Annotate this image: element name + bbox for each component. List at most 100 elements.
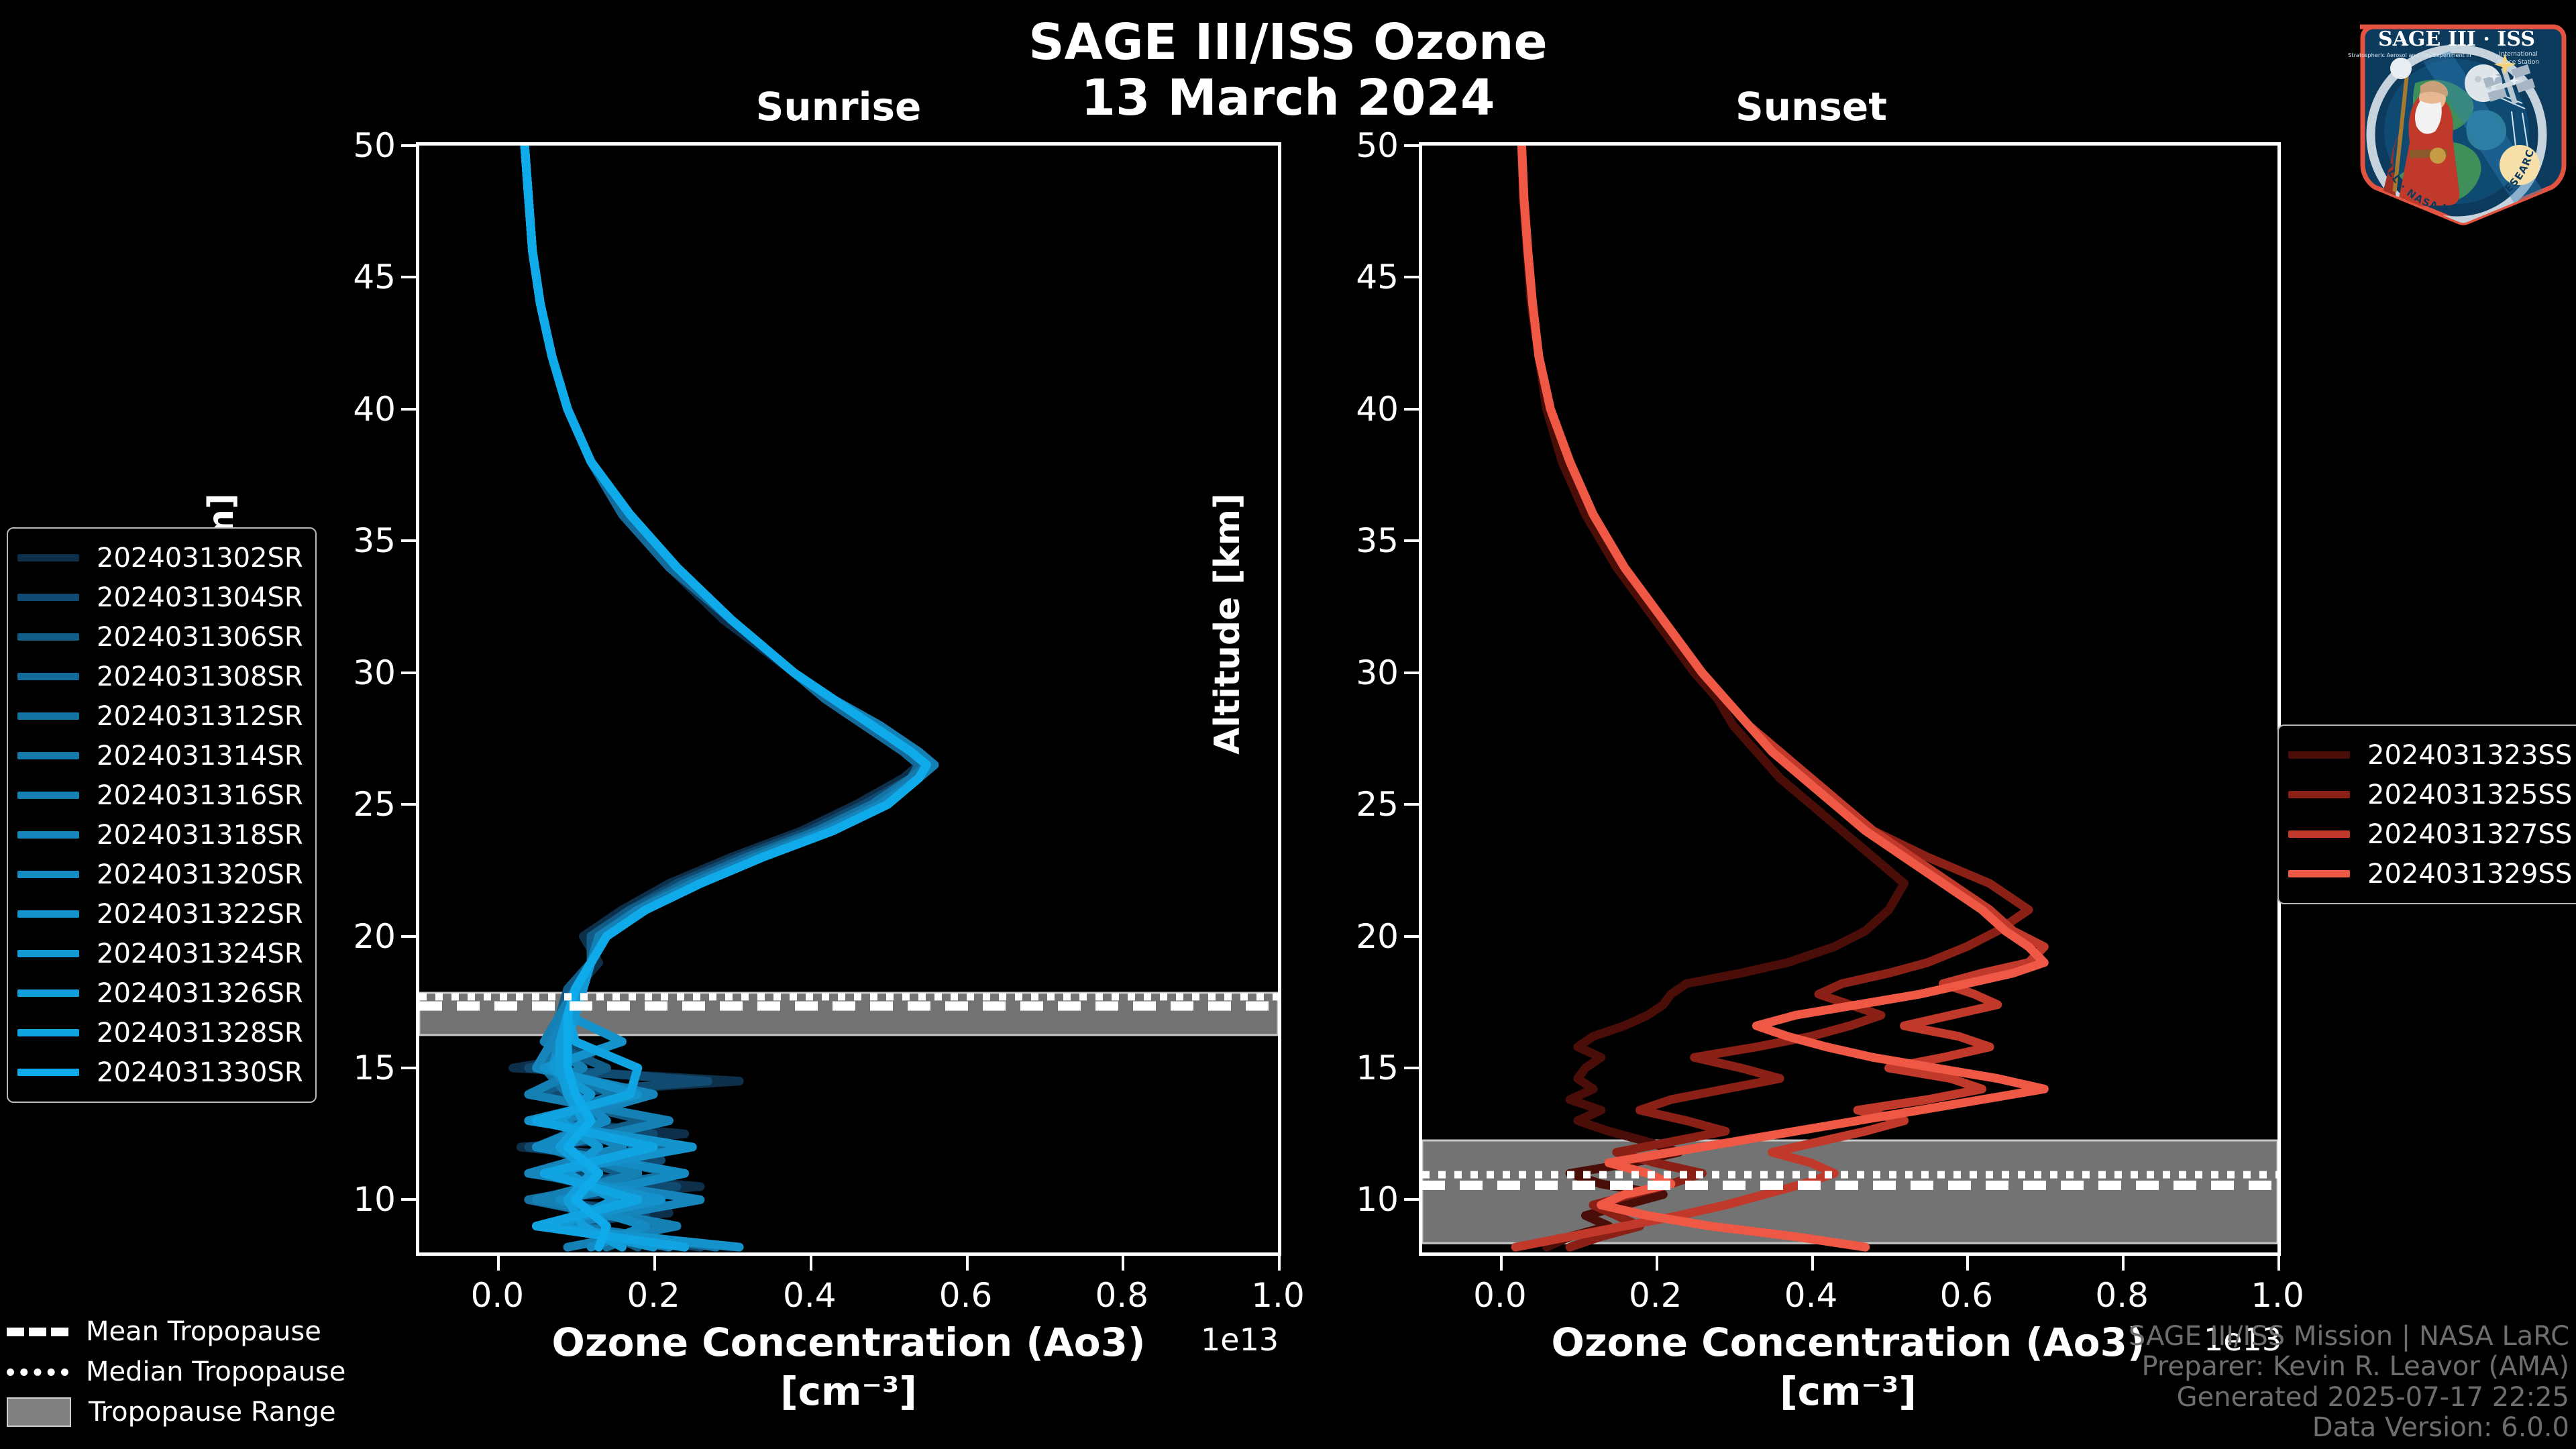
legend-color-swatch xyxy=(17,594,79,601)
plot-area-sunrise[interactable] xyxy=(416,142,1281,1256)
x-tick-label: 0.8 xyxy=(2095,1276,2149,1315)
legend-item[interactable]: 2024031308SR xyxy=(17,657,303,696)
legend-color-swatch xyxy=(17,950,79,957)
y-tick-mark xyxy=(401,144,416,147)
panel-title-sunset: Sunset xyxy=(1735,84,1887,129)
legend-tropopause[interactable]: Mean Tropopause Median Tropopause Tropopau… xyxy=(7,1311,345,1432)
legend-item[interactable]: 2024031304SR xyxy=(17,578,303,617)
legend-sunset[interactable]: 2024031323SS 2024031325SS 2024031327SS 2024… xyxy=(2277,724,2576,904)
legend-item[interactable]: 2024031318SR xyxy=(17,815,303,855)
sunrise-profile-svg xyxy=(419,146,1278,1252)
y-tick-mark xyxy=(401,276,416,279)
legend-color-swatch xyxy=(17,712,79,720)
legend-color-swatch xyxy=(2288,751,2350,759)
page-title: SAGE III/ISS Ozone 13 March 2024 xyxy=(0,15,2576,126)
x-tick-mark xyxy=(497,1256,500,1271)
x-tick-label: 1.0 xyxy=(2251,1276,2304,1315)
legend-item-label: 2024031302SR xyxy=(97,542,303,574)
y-axis-label-sunset: Altitude [km] xyxy=(1093,493,1362,755)
legend-color-swatch xyxy=(2288,830,2350,838)
y-tick-mark xyxy=(1404,1067,1419,1069)
legend-item-label: 2024031327SS xyxy=(2367,818,2573,850)
legend-item[interactable]: 2024031328SR xyxy=(17,1013,303,1053)
legend-item[interactable]: 2024031320SR xyxy=(17,855,303,894)
y-tick-mark xyxy=(1404,1198,1419,1201)
legend-item[interactable]: 2024031330SR xyxy=(17,1053,303,1092)
legend-color-swatch xyxy=(17,831,79,839)
x-tick-label: 0.6 xyxy=(938,1276,993,1315)
y-tick-mark xyxy=(1404,671,1419,674)
x-tick-label: 0.2 xyxy=(1628,1276,1682,1315)
y-tick-label: 20 xyxy=(1356,916,1399,956)
profile-line xyxy=(1517,146,2049,1252)
y-tick-label: 20 xyxy=(353,916,396,956)
credits-block: SAGE III/ISS Mission | NASA LaRC Prepare… xyxy=(2129,1321,2569,1444)
y-axis-label-sunset-text: Altitude [km] xyxy=(1208,493,1248,755)
logo-sun xyxy=(2500,145,2540,185)
x-axis-title-sunrise: Ozone Concentration (Ao3) [cm⁻³] xyxy=(416,1318,1281,1415)
y-tick-label: 40 xyxy=(1356,389,1399,429)
legend-item-label: Tropopause Range xyxy=(89,1397,336,1428)
x-axis-title-sunset-main: Ozone Concentration (Ao3) xyxy=(1551,1320,2145,1365)
legend-item[interactable]: Mean Tropopause xyxy=(7,1311,345,1352)
y-tick-label: 15 xyxy=(1356,1049,1399,1087)
y-tick-mark xyxy=(401,671,416,674)
y-tick-mark xyxy=(401,803,416,806)
legend-color-swatch xyxy=(2288,870,2350,877)
y-tick-label: 35 xyxy=(353,521,396,561)
x-tick-mark xyxy=(809,1256,812,1271)
legend-item[interactable]: Tropopause Range xyxy=(7,1392,345,1432)
x-axis-title-sunrise-main: Ozone Concentration (Ao3) xyxy=(551,1320,1146,1365)
plot-area-sunset[interactable] xyxy=(1419,142,2281,1256)
title-line-1: SAGE III/ISS Ozone xyxy=(1028,13,1548,71)
legend-item[interactable]: 2024031327SS xyxy=(2288,814,2572,854)
legend-item[interactable]: 2024031323SS xyxy=(2288,735,2572,775)
x-axis-offset-sunrise: 1e13 xyxy=(1201,1322,1279,1358)
legend-color-swatch xyxy=(2288,791,2350,798)
legend-item[interactable]: 2024031302SR xyxy=(17,538,303,578)
legend-item[interactable]: 2024031324SR xyxy=(17,934,303,973)
legend-item-label: 2024031306SR xyxy=(97,621,303,653)
x-tick-label: 0.4 xyxy=(783,1276,837,1315)
legend-item-label: 2024031326SR xyxy=(97,977,303,1009)
x-tick-mark xyxy=(653,1256,657,1271)
x-tick-mark xyxy=(2277,1256,2280,1271)
x-tick-label: 0.0 xyxy=(1473,1276,1527,1315)
legend-item[interactable]: 2024031325SS xyxy=(2288,775,2572,814)
y-tick-label: 50 xyxy=(1356,126,1399,165)
credits-line-2: Preparer: Kevin R. Leavor (AMA) xyxy=(2141,1351,2569,1383)
profile-line xyxy=(1517,146,1909,1252)
legend-item[interactable]: 2024031322SR xyxy=(17,894,303,934)
x-axis-title-sunset: Ozone Concentration (Ao3) [cm⁻³] xyxy=(1415,1318,2281,1415)
legend-item-label: 2024031329SS xyxy=(2367,858,2573,890)
legend-color-swatch xyxy=(17,989,79,997)
legend-dotted-marker xyxy=(7,1368,68,1376)
legend-item[interactable]: 2024031312SR xyxy=(17,696,303,736)
logo-subtitle-right-1: International xyxy=(2499,51,2537,58)
legend-item[interactable]: 2024031316SR xyxy=(17,775,303,815)
legend-item[interactable]: 2024031326SR xyxy=(17,973,303,1013)
legend-color-swatch xyxy=(17,752,79,759)
y-tick-label: 40 xyxy=(353,389,396,429)
legend-item-label: 2024031330SR xyxy=(97,1057,303,1088)
legend-item[interactable]: 2024031306SR xyxy=(17,617,303,657)
y-tick-label: 15 xyxy=(353,1049,396,1087)
legend-item[interactable]: Median Tropopause xyxy=(7,1352,345,1392)
x-tick-mark xyxy=(1655,1256,1658,1271)
y-tick-mark xyxy=(1404,803,1419,806)
y-tick-mark xyxy=(401,407,416,411)
x-axis-title-sunrise-units: [cm⁻³] xyxy=(780,1368,917,1414)
y-tick-label: 10 xyxy=(353,1180,396,1220)
legend-item-label: 2024031318SR xyxy=(97,819,303,851)
x-tick-label: 0.4 xyxy=(1784,1276,1838,1315)
legend-item[interactable]: 2024031314SR xyxy=(17,736,303,775)
logo-subtitle-right-2: Space Station xyxy=(2498,59,2539,66)
legend-color-swatch xyxy=(17,792,79,799)
legend-item[interactable]: 2024031329SS xyxy=(2288,854,2572,894)
legend-sunrise[interactable]: 2024031302SR 2024031304SR 2024031306SR 2024… xyxy=(7,527,317,1103)
y-tick-mark xyxy=(401,539,416,543)
y-tick-label: 30 xyxy=(1356,653,1399,692)
legend-item-label: 2024031314SR xyxy=(97,740,303,771)
legend-color-swatch xyxy=(17,1029,79,1036)
x-tick-mark xyxy=(1278,1256,1281,1271)
